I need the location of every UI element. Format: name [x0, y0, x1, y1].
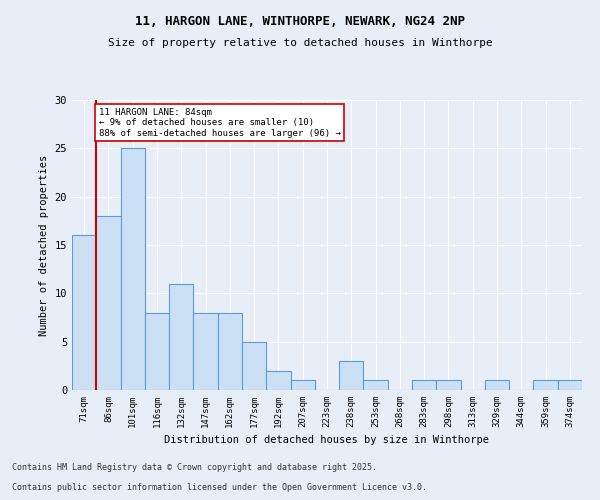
Bar — [412, 380, 436, 390]
Bar — [436, 380, 461, 390]
Text: Contains public sector information licensed under the Open Government Licence v3: Contains public sector information licen… — [12, 484, 427, 492]
Text: 11 HARGON LANE: 84sqm
← 9% of detached houses are smaller (10)
88% of semi-detac: 11 HARGON LANE: 84sqm ← 9% of detached h… — [99, 108, 341, 138]
Bar — [121, 148, 145, 390]
Bar — [533, 380, 558, 390]
Text: 11, HARGON LANE, WINTHORPE, NEWARK, NG24 2NP: 11, HARGON LANE, WINTHORPE, NEWARK, NG24… — [135, 15, 465, 28]
Bar — [339, 361, 364, 390]
Bar — [96, 216, 121, 390]
Bar — [266, 370, 290, 390]
Bar — [169, 284, 193, 390]
Y-axis label: Number of detached properties: Number of detached properties — [39, 154, 49, 336]
Bar — [193, 312, 218, 390]
Bar — [145, 312, 169, 390]
Bar — [242, 342, 266, 390]
X-axis label: Distribution of detached houses by size in Winthorpe: Distribution of detached houses by size … — [164, 436, 490, 446]
Bar — [364, 380, 388, 390]
Text: Size of property relative to detached houses in Winthorpe: Size of property relative to detached ho… — [107, 38, 493, 48]
Bar — [218, 312, 242, 390]
Bar — [290, 380, 315, 390]
Text: Contains HM Land Registry data © Crown copyright and database right 2025.: Contains HM Land Registry data © Crown c… — [12, 464, 377, 472]
Bar — [558, 380, 582, 390]
Bar — [485, 380, 509, 390]
Bar — [72, 236, 96, 390]
